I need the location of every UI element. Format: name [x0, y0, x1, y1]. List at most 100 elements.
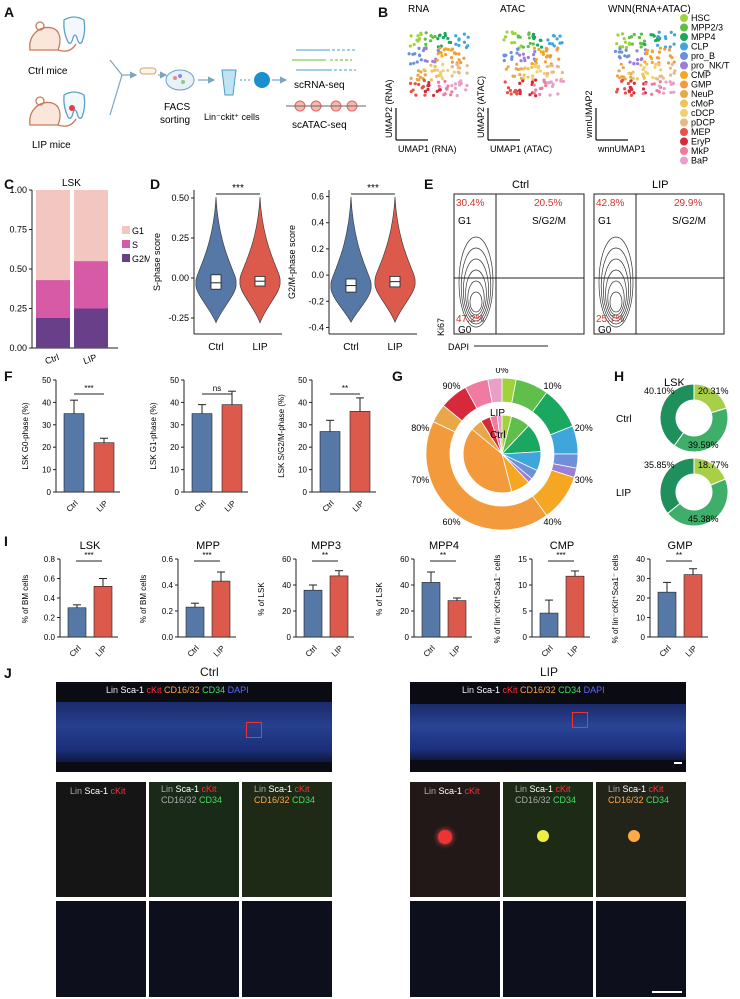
umap-point — [632, 91, 636, 95]
percent-tick: 30% — [575, 475, 593, 485]
legend-label: GMP — [691, 80, 712, 90]
umap-point — [409, 62, 413, 66]
panel-b: RNA UMAP1 (RNA) UMAP2 (RNA) ATAC UMAP1 (ATAC… — [378, 0, 740, 175]
umap-point — [506, 86, 511, 90]
umap-point — [516, 67, 520, 72]
umap-point — [667, 48, 672, 52]
umap-point — [624, 48, 628, 52]
umap-point — [533, 94, 538, 98]
outer-label: LIP — [490, 408, 505, 419]
y-tick-label: 20 — [282, 607, 291, 616]
umap-point — [423, 73, 427, 77]
contour — [598, 236, 634, 328]
umap-point — [435, 89, 439, 93]
panel-j: Ctrl LIP Lin Sca-1 cKit CD16/32 CD34 DAP… — [0, 665, 740, 999]
legend-label: MPP4 — [691, 32, 716, 42]
umap-point — [639, 45, 643, 49]
legend-dot — [680, 90, 688, 98]
umap-point — [657, 30, 661, 34]
legend-dot — [680, 42, 688, 51]
umap-point — [649, 33, 653, 37]
donut-name: Ctrl — [616, 414, 632, 425]
ctrl-roi-box — [246, 722, 262, 738]
y-tick-label: 30 — [298, 421, 307, 430]
umap-point — [412, 42, 416, 47]
umap-point — [424, 31, 428, 35]
x-tick-label: Ctrl — [186, 643, 201, 658]
umap-point — [618, 76, 622, 80]
y-tick-label: -0.2 — [308, 296, 324, 306]
umap-point — [509, 50, 513, 55]
umap-point — [545, 64, 549, 69]
umap-point — [556, 92, 560, 96]
umap-point — [519, 67, 523, 71]
umap-point — [668, 45, 672, 49]
flow-title: Ctrl — [512, 179, 529, 191]
y-tick-label: 10 — [636, 614, 645, 623]
umap-point — [645, 62, 649, 66]
legend-label: MkP — [691, 146, 709, 156]
panel-label-e: E — [424, 176, 434, 192]
umap-point — [446, 36, 450, 41]
umap-point — [436, 36, 440, 41]
umap-point — [544, 55, 549, 59]
umap-x-label: UMAP1 (ATAC) — [490, 144, 552, 154]
chart-title: LSK — [664, 377, 685, 389]
umap-point — [539, 45, 544, 49]
panel-d: -0.25 0.00 0.25 0.50 S-phase score Ctrl LIP ***… — [150, 176, 424, 366]
y-tick-label: -0.25 — [168, 313, 189, 323]
lip-zoom-2: Lin Sca-1 cKit CD16/32 CD34 — [503, 782, 593, 897]
chart-title: MPP4 — [429, 540, 459, 552]
y-tick-label: 10 — [170, 466, 179, 475]
ctrl-zoom-2: Lin Sca-1 cKit CD16/32 CD34 — [149, 782, 239, 897]
sig-label: *** — [556, 551, 565, 560]
y-tick-label: 20 — [400, 607, 409, 616]
cell-icon — [254, 72, 270, 88]
umap-point — [550, 42, 555, 46]
umap-point — [532, 83, 536, 87]
umap-point — [619, 62, 623, 66]
ctrl-mice-label: Ctrl mice — [28, 66, 68, 77]
legend-dot — [680, 156, 688, 165]
umap-point — [629, 35, 634, 39]
umap-point — [443, 92, 447, 96]
umap-point — [417, 38, 421, 42]
umap-point — [533, 65, 537, 69]
chart-title: LSK — [62, 178, 81, 189]
umap-point — [657, 62, 661, 66]
umap-point — [669, 90, 673, 95]
umap-point — [542, 78, 546, 82]
y-tick-label: 0 — [405, 633, 410, 642]
umap-point — [450, 47, 455, 51]
umap-point — [505, 91, 510, 95]
y-tick-label: 20 — [170, 443, 179, 452]
sig-label: ** — [676, 551, 682, 560]
facs-icon — [165, 69, 195, 91]
y-tick-label: 0.8 — [44, 555, 56, 564]
y-axis-label: % of LSK — [375, 582, 384, 616]
umap-point — [425, 59, 429, 63]
umap-point — [453, 86, 457, 90]
umap-point — [454, 34, 458, 38]
contour — [460, 247, 492, 325]
umap-point — [559, 79, 563, 83]
umap-point — [456, 65, 460, 70]
umap-point — [544, 84, 548, 88]
chart-title: LSK — [80, 540, 101, 552]
y-tick-label: 0.0 — [311, 270, 324, 280]
percent-tick: 20% — [575, 423, 593, 433]
legend-label: CLP — [691, 42, 709, 52]
umap-point — [641, 72, 645, 76]
umap-point — [628, 60, 632, 64]
y-tick-label: 20 — [298, 443, 307, 452]
x-tick-label: LIP — [95, 499, 110, 514]
umap-point — [655, 88, 659, 93]
umap-point — [502, 38, 506, 42]
y-tick-label: 0.00 — [171, 273, 189, 283]
y-tick-label: 0 — [287, 633, 292, 642]
umap-point — [429, 78, 434, 82]
panel-label-g: G — [392, 368, 403, 384]
umap-point — [462, 32, 466, 36]
chart-title: GMP — [667, 540, 692, 552]
